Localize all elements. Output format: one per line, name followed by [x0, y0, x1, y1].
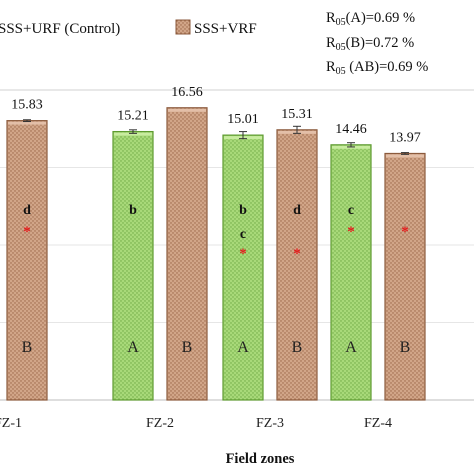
factor-letter: A [237, 339, 249, 356]
significance-letter: b [239, 203, 247, 218]
x-ticks: FZ-1 FZ-2 FZ-3 FZ-4 [0, 416, 392, 431]
bar-fz-1-series-2: 15.83 d * B [6, 98, 48, 401]
bar-fz-4-series-2: 13.97 * B [384, 130, 426, 401]
factor-letter: B [182, 339, 193, 356]
bar-rect [330, 144, 372, 401]
stat-line-ab: R05 (AB)=0.69 % [326, 59, 428, 77]
bar-rect [166, 107, 208, 401]
star-marker: * [239, 246, 247, 262]
bar-fz-2-series-2: 16.56 B [166, 85, 208, 401]
significance-letter: d [293, 203, 301, 218]
bar-top-highlight [114, 132, 152, 136]
bar-rect [222, 134, 264, 401]
bar-fz-4-series-1: 14.46 c * A [330, 122, 372, 401]
bar-fz-3-series-2: 15.31 d * B [276, 107, 318, 401]
legend-label-vrf: SSS+VRF [194, 21, 257, 37]
star-marker: * [347, 224, 355, 240]
x-tick-fz-2: FZ-2 [146, 416, 174, 431]
x-tick-fz-1: FZ-1 [0, 416, 22, 431]
stat-line-a: R05(A)=0.69 % [326, 10, 415, 28]
factor-letter: A [127, 339, 139, 356]
value-label: 15.21 [117, 109, 149, 124]
bar-rect [112, 130, 154, 401]
stats-block: R05(A)=0.69 % R05(B)=0.72 % R05 (AB)=0.6… [326, 10, 428, 77]
bar-rect [384, 152, 426, 401]
star-marker: * [23, 224, 31, 240]
factor-letter: B [292, 339, 303, 356]
x-tick-fz-3: FZ-3 [256, 416, 284, 431]
stat-line-b: R05(B)=0.72 % [326, 35, 414, 53]
bar-top-highlight [8, 121, 46, 125]
bar-top-highlight [168, 108, 206, 112]
factor-letter: B [22, 339, 33, 356]
factor-letter: B [400, 339, 411, 356]
legend-label-control: SSS+URF (Control) [0, 21, 120, 37]
star-marker: * [293, 246, 301, 262]
value-label: 14.46 [335, 122, 367, 137]
significance-letter-2: c [240, 227, 246, 242]
bar-rect [276, 129, 318, 401]
bar-fz-2-series-1: 15.21 b A [112, 109, 154, 401]
value-label: 15.01 [227, 112, 259, 127]
value-label: 15.31 [281, 107, 313, 122]
value-label: 13.97 [389, 130, 421, 145]
x-tick-fz-4: FZ-4 [364, 416, 392, 431]
value-label: 16.56 [171, 85, 203, 100]
bar-rect [6, 120, 48, 401]
legend: SSS+URF (Control) SSS+VRF [0, 19, 257, 37]
x-axis-label: Field zones [226, 451, 295, 467]
bars: 15.21bA15.01bc*A14.46c*A15.83d*B16.56B15… [6, 85, 426, 401]
significance-letter: c [348, 203, 354, 218]
star-marker: * [401, 224, 409, 240]
bar-fz-3-series-1: 15.01 bc * A [222, 112, 264, 401]
value-label: 15.83 [11, 98, 43, 113]
significance-letter: d [23, 203, 31, 218]
bar-top-highlight [386, 154, 424, 158]
significance-letter: b [129, 203, 137, 218]
factor-letter: A [345, 339, 357, 356]
legend-swatch-vrf [175, 19, 191, 35]
